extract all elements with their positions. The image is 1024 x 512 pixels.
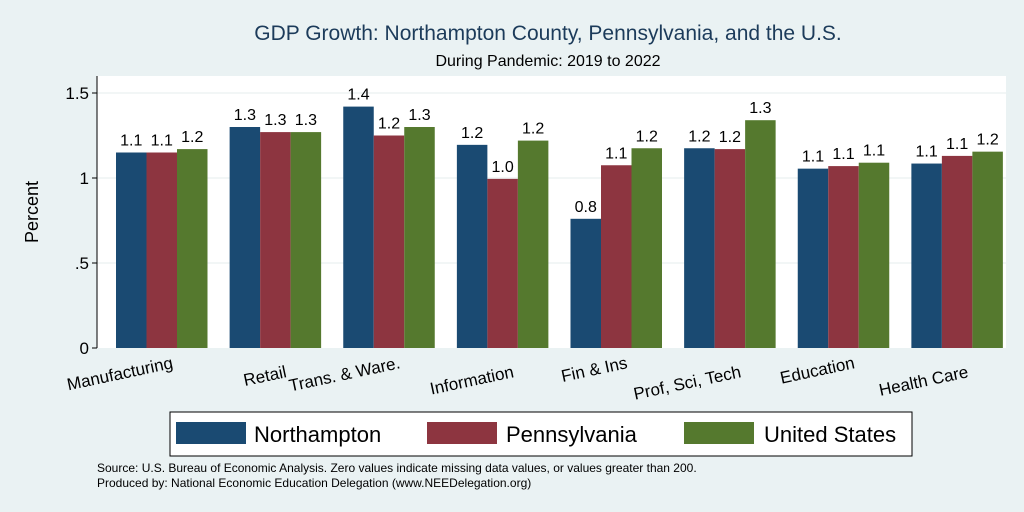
bars	[116, 106, 1003, 348]
bar-northampton-retail	[229, 127, 261, 348]
legend-swatch-pennsylvania	[427, 422, 497, 444]
bar-pennsylvania-retail	[260, 132, 291, 348]
data-label-northampton-fin-ins: 0.8	[575, 199, 597, 216]
data-label-pennsylvania-trans-ware: 1.2	[378, 116, 400, 133]
category-label-manufacturing: Manufacturing	[65, 353, 174, 394]
data-label-pennsylvania-information: 1.0	[492, 159, 514, 176]
source-note: Source: U.S. Bureau of Economic Analysis…	[97, 461, 697, 475]
category-label-prof-sci-tech: Prof, Sci, Tech	[632, 362, 743, 403]
chart-subtitle: During Pandemic: 2019 to 2022	[435, 53, 660, 70]
bar-united-states-information	[517, 140, 549, 348]
data-label-united-states-education: 1.1	[863, 143, 885, 160]
data-labels: 1.1 1.1 1.2 1.3 1.3 1.3 1.4 1.2 1.3 1.2 1.0 1.2 0.8 1…	[120, 87, 999, 216]
data-label-pennsylvania-prof-sci-tech: 1.2	[719, 129, 741, 146]
bar-united-states-prof-sci-tech	[745, 120, 776, 348]
chart-title: GDP Growth: Northampton County, Pennsylv…	[254, 22, 842, 45]
bar-northampton-information	[456, 144, 488, 348]
data-label-pennsylvania-manufacturing: 1.1	[151, 133, 173, 150]
legend-label-pennsylvania: Pennsylvania	[506, 422, 638, 447]
bar-pennsylvania-prof-sci-tech	[714, 149, 746, 348]
data-label-northampton-manufacturing: 1.1	[120, 133, 142, 150]
y-tick-label: .5	[75, 254, 89, 273]
bar-pennsylvania-education	[828, 166, 859, 348]
category-label-health-care: Health Care	[877, 362, 970, 399]
y-axis-label: Percent	[22, 181, 42, 243]
bar-northampton-trans-ware	[343, 106, 374, 348]
bar-united-states-education	[858, 162, 890, 348]
y-tick-label: 1.5	[65, 84, 89, 103]
data-label-northampton-prof-sci-tech: 1.2	[688, 128, 710, 145]
data-label-united-states-manufacturing: 1.2	[181, 129, 203, 146]
category-label-retail: Retail	[242, 362, 288, 390]
data-label-united-states-health-care: 1.2	[977, 132, 999, 149]
data-label-pennsylvania-education: 1.1	[832, 146, 854, 163]
bar-united-states-manufacturing	[177, 149, 208, 348]
bar-united-states-health-care	[972, 151, 1003, 348]
data-label-united-states-trans-ware: 1.3	[408, 107, 430, 124]
category-label-fin-ins: Fin & Ins	[560, 353, 630, 386]
bar-northampton-health-care	[911, 163, 942, 348]
data-label-northampton-trans-ware: 1.4	[347, 87, 369, 104]
bar-pennsylvania-trans-ware	[373, 135, 405, 348]
data-label-united-states-fin-ins: 1.2	[636, 128, 658, 145]
produced-by-note: Produced by: National Economic Education…	[97, 476, 531, 490]
data-label-pennsylvania-health-care: 1.1	[946, 136, 968, 153]
legend: Northampton Pennsylvania United States	[169, 411, 913, 457]
y-tick-label: 0	[80, 339, 89, 358]
data-label-pennsylvania-retail: 1.3	[264, 112, 286, 129]
bar-united-states-trans-ware	[404, 127, 435, 348]
legend-label-united-states: United States	[764, 422, 896, 447]
bar-northampton-prof-sci-tech	[684, 148, 715, 348]
data-label-northampton-health-care: 1.1	[916, 144, 938, 161]
data-label-northampton-retail: 1.3	[234, 107, 256, 124]
data-label-united-states-retail: 1.3	[295, 112, 317, 129]
bar-pennsylvania-manufacturing	[146, 152, 177, 348]
category-labels: Manufacturing Retail Trans. & Ware. Informa…	[65, 353, 970, 403]
category-label-education: Education	[778, 353, 856, 387]
y-tick-label: 1	[80, 169, 89, 188]
bar-pennsylvania-fin-ins	[601, 165, 632, 348]
legend-swatch-united-states	[684, 422, 754, 444]
y-axis-ticks: 0 .5 1 1.5	[65, 84, 97, 358]
bar-northampton-fin-ins	[570, 218, 601, 348]
bar-northampton-manufacturing	[116, 152, 147, 348]
data-label-united-states-information: 1.2	[522, 121, 544, 138]
data-label-united-states-prof-sci-tech: 1.3	[749, 100, 771, 117]
legend-swatch-northampton	[176, 422, 246, 444]
bar-northampton-education	[797, 168, 829, 348]
bar-pennsylvania-health-care	[941, 155, 973, 348]
data-label-northampton-information: 1.2	[461, 125, 483, 142]
data-label-northampton-education: 1.1	[802, 149, 824, 166]
legend-box	[169, 411, 913, 457]
bar-united-states-fin-ins	[631, 148, 662, 348]
data-label-pennsylvania-fin-ins: 1.1	[605, 145, 627, 162]
bar-united-states-retail	[290, 132, 322, 348]
category-label-information: Information	[428, 362, 515, 398]
legend-label-northampton: Northampton	[254, 422, 381, 447]
bar-pennsylvania-information	[487, 178, 518, 348]
category-label-trans-ware: Trans. & Ware.	[287, 353, 402, 395]
